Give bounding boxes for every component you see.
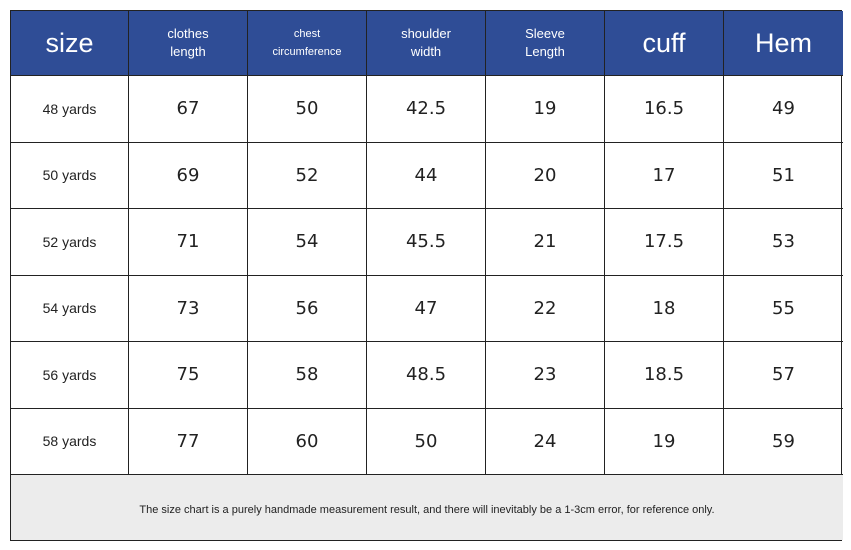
header-cell-text: Hem	[754, 28, 812, 58]
header-cell-text: shoulder width	[401, 26, 451, 59]
cell-value: 48.5	[367, 342, 486, 409]
cell-value: 55	[724, 276, 843, 342]
cell-value: 77	[129, 408, 248, 475]
cell-value: 75	[129, 342, 248, 409]
header-cell-text: Sleeve Length	[525, 26, 565, 59]
cell-value: 51	[724, 143, 843, 209]
header-cell-text: size	[45, 28, 94, 58]
row-label: 52 yards	[11, 209, 129, 276]
cell-value: 57	[724, 342, 843, 409]
cell-value: 53	[724, 209, 843, 276]
size-table: size clothes length chest circumference sho…	[10, 10, 843, 541]
cell-value: 19	[486, 76, 605, 143]
cell-value: 58	[248, 342, 367, 409]
cell-value: 69	[129, 142, 248, 209]
cell-value: 67	[129, 76, 248, 143]
cell-value: 22	[486, 275, 605, 342]
cell-value: 50	[248, 76, 367, 143]
cell-value: 24	[486, 408, 605, 475]
header-cell: shoulder width	[367, 11, 486, 76]
cell-value: 60	[248, 408, 367, 475]
row-label: 58 yards	[11, 408, 129, 475]
cell-value: 52	[248, 142, 367, 209]
cell-value: 19	[605, 408, 724, 475]
header-cell: clothes length	[129, 11, 248, 76]
header-cell: Sleeve Length	[486, 11, 605, 76]
cell-value: 42.5	[367, 76, 486, 143]
cell-value: 71	[129, 209, 248, 276]
row-label: 56 yards	[11, 342, 129, 409]
cell-value: 23	[486, 342, 605, 409]
header-cell: chest circumference	[248, 11, 367, 76]
cell-value: 73	[129, 275, 248, 342]
header-cell-text: clothes length	[167, 26, 209, 59]
cell-value: 44	[367, 142, 486, 209]
header-cell: Hem	[724, 11, 843, 76]
header-cell: size	[11, 11, 129, 76]
footnote: The size chart is a purely handmade meas…	[11, 475, 843, 540]
row-label: 50 yards	[11, 142, 129, 209]
cell-value: 50	[367, 408, 486, 475]
cell-value: 20	[486, 142, 605, 209]
cell-value: 49	[724, 76, 843, 143]
row-label: 54 yards	[11, 275, 129, 342]
header-cell-text: cuff	[642, 28, 686, 58]
cell-value: 21	[486, 209, 605, 276]
cell-value: 56	[248, 275, 367, 342]
cell-value: 18	[605, 275, 724, 342]
cell-value: 18.5	[605, 342, 724, 409]
cell-value: 45.5	[367, 209, 486, 276]
cell-value: 59	[724, 409, 843, 475]
header-cell: cuff	[605, 11, 724, 76]
cell-value: 17	[605, 142, 724, 209]
header-cell-text: chest circumference	[272, 28, 342, 58]
row-label: 48 yards	[11, 76, 129, 143]
cell-value: 17.5	[605, 209, 724, 276]
cell-value: 16.5	[605, 76, 724, 143]
cell-value: 54	[248, 209, 367, 276]
cell-value: 47	[367, 275, 486, 342]
